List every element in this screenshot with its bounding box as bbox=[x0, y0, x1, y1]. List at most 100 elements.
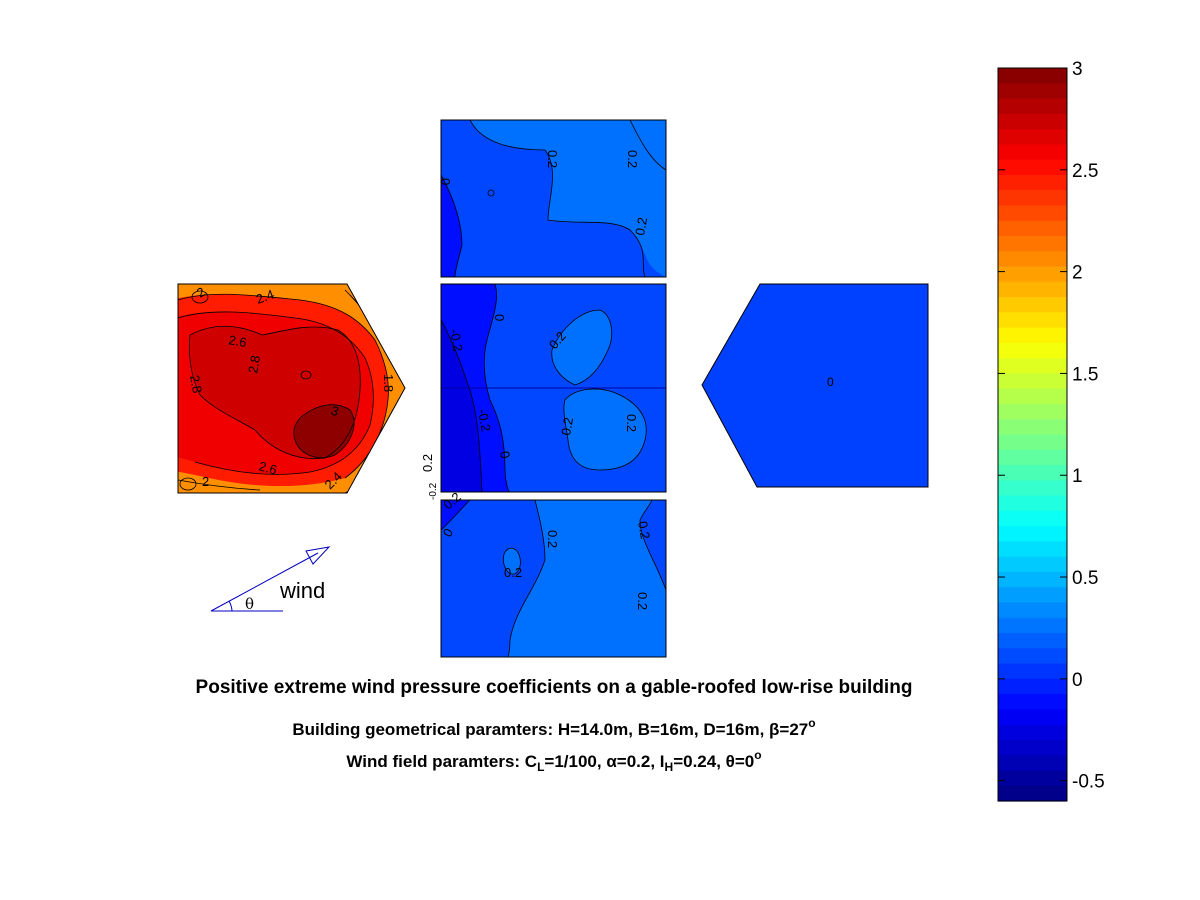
colorbar-segment bbox=[998, 403, 1067, 420]
colorbar-segment bbox=[998, 388, 1067, 405]
colorbar-segment bbox=[998, 770, 1067, 787]
colorbar-segment bbox=[998, 434, 1067, 451]
roof-top-contour-label: 0.2 bbox=[632, 216, 650, 236]
roof-top-contour-label: 0.2 bbox=[545, 150, 560, 168]
colorbar-segment bbox=[998, 373, 1067, 390]
left-panel-band-3 bbox=[293, 404, 355, 458]
caption-wind-sub-h: H bbox=[664, 760, 674, 774]
caption-geometry-degree: o bbox=[808, 716, 816, 730]
roof-bottom-contour-label: 0.2 bbox=[635, 592, 650, 610]
caption-wind-degree: o bbox=[754, 748, 762, 762]
roof-middle-contour-label: 0.2 bbox=[558, 416, 576, 436]
colorbar-segment bbox=[998, 556, 1067, 573]
colorbar-segment bbox=[998, 129, 1067, 145]
colorbar-segment bbox=[998, 312, 1067, 329]
colorbar-segment bbox=[998, 571, 1067, 588]
caption-wind-text-b: =1/100, α=0.2, I bbox=[544, 752, 665, 771]
colorbar-segment bbox=[998, 235, 1067, 252]
roof-middle-contour-label: 0 bbox=[497, 450, 513, 460]
colorbar-segment bbox=[998, 510, 1067, 527]
colorbar-segment bbox=[998, 526, 1067, 542]
colorbar-segment bbox=[998, 678, 1067, 695]
colorbar-segment bbox=[998, 281, 1067, 298]
roof-middle-contour-label: 0.2 bbox=[624, 414, 639, 432]
colorbar-segment bbox=[998, 174, 1067, 191]
theta-label: θ bbox=[245, 595, 254, 613]
roof-bottom-contour-label: 0.2 bbox=[545, 530, 560, 548]
colorbar-tick-label: 2.5 bbox=[1072, 161, 1098, 182]
colorbar-segment bbox=[998, 449, 1067, 466]
roof-top-band-0 bbox=[441, 175, 462, 277]
colorbar-segment bbox=[998, 602, 1067, 619]
colorbar-segment bbox=[998, 144, 1067, 161]
colorbar-tick-label: 2 bbox=[1072, 263, 1083, 284]
roof-top-panel: 0.2 0.2 0 0.2 bbox=[438, 119, 667, 278]
caption-main: Positive extreme wind pressure coefficie… bbox=[0, 677, 1108, 699]
colorbar: -0.5 0 0.5 1 1.5 2 2.5 3 bbox=[997, 59, 1105, 802]
colorbar-segment bbox=[998, 694, 1067, 710]
roof-middle-contour-label: 0 bbox=[492, 314, 507, 321]
roof-top-contour-label: 0.2 bbox=[625, 150, 640, 168]
colorbar-segment bbox=[998, 251, 1067, 268]
roof-middle-panel: 0.2 0 -0.2 -0.2 0 0.2 0.2 0.2 bbox=[420, 283, 667, 493]
colorbar-segment bbox=[998, 480, 1067, 497]
roof-middle-band-0-2-a bbox=[551, 310, 612, 385]
left-contour-label: 3 bbox=[329, 403, 341, 420]
colorbar-segment bbox=[998, 266, 1067, 283]
colorbar-segment bbox=[998, 755, 1067, 772]
colorbar-segment bbox=[998, 495, 1067, 512]
colorbar-segment bbox=[998, 98, 1067, 115]
colorbar-segment bbox=[998, 68, 1067, 84]
colorbar-tick-label: 3 bbox=[1072, 59, 1083, 80]
roof-middle-band-neg-0-2 bbox=[441, 320, 482, 492]
roof-middle-contour-label: -0.2 bbox=[475, 408, 494, 433]
colorbar-segment bbox=[998, 663, 1067, 680]
roof-top-contour-label: 0 bbox=[438, 178, 453, 185]
colorbar-ticks: -0.5 0 0.5 1 1.5 2 2.5 3 bbox=[998, 59, 1105, 793]
caption-geometry: Building geometrical paramters: H=14.0m,… bbox=[0, 716, 1108, 740]
colorbar-tick-label: 1 bbox=[1072, 466, 1083, 487]
colorbar-segment bbox=[998, 113, 1067, 130]
roof-middle-contour-label: -0.2 bbox=[447, 328, 466, 353]
colorbar-segment bbox=[998, 617, 1067, 634]
left-contour-label: 2.6 bbox=[257, 458, 278, 477]
wind-direction-indicator: θ wind bbox=[210, 546, 331, 613]
right-contour-label: 0 bbox=[827, 375, 834, 389]
colorbar-segment bbox=[998, 587, 1067, 604]
colorbar-segment bbox=[998, 190, 1067, 207]
colorbar-tick-label: 1.5 bbox=[1072, 364, 1098, 385]
left-contour-label: 2.4 bbox=[254, 287, 276, 307]
roof-middle-contour-label: 0.2 bbox=[420, 454, 435, 472]
left-contour-label: 1.8 bbox=[381, 374, 396, 392]
colorbar-tick-label: 0 bbox=[1072, 670, 1083, 691]
colorbar-tick-label: 0.5 bbox=[1072, 568, 1098, 589]
colorbar-segment bbox=[998, 648, 1067, 665]
left-gable-wall-panel: 2.4 2.6 2.8 2.8 3 2.6 2.4 2 2 1.8 bbox=[177, 283, 406, 494]
caption-wind-sub-l: L bbox=[537, 760, 545, 774]
right-gable-wall-panel: 0 bbox=[701, 283, 929, 488]
left-contour-label: 2.8 bbox=[187, 374, 205, 394]
wind-arrow-head-icon bbox=[305, 546, 331, 565]
colorbar-segment bbox=[998, 419, 1067, 436]
roof-bottom-contour-label: -0.2 bbox=[428, 482, 439, 500]
roof-bottom-contour-label: 0.2 bbox=[635, 520, 653, 540]
right-panel-fill bbox=[702, 284, 928, 487]
caption-wind-text-a: Wind field paramters: C bbox=[346, 752, 538, 771]
colorbar-segment bbox=[998, 205, 1067, 222]
caption-main-text: Positive extreme wind pressure coefficie… bbox=[195, 677, 913, 698]
roof-bottom-band-small bbox=[503, 548, 521, 575]
wind-label: wind bbox=[279, 578, 325, 603]
colorbar-segment bbox=[998, 541, 1067, 558]
roof-bottom-panel: 0.2 0.2 0.2 0 0.2 -0.2 0.2 bbox=[428, 482, 667, 658]
caption-wind-text-c: =0.24, θ=0 bbox=[673, 752, 755, 771]
colorbar-segment bbox=[998, 342, 1067, 359]
colorbar-tick-label: -0.5 bbox=[1072, 772, 1105, 793]
colorbar-segment bbox=[998, 633, 1067, 649]
colorbar-segment bbox=[998, 724, 1067, 741]
left-contour-label: 2.6 bbox=[227, 332, 247, 350]
colorbar-segment bbox=[998, 83, 1067, 100]
colorbar-segments bbox=[998, 68, 1067, 802]
roof-top-band-0-2 bbox=[470, 120, 666, 277]
colorbar-segment bbox=[998, 739, 1067, 756]
